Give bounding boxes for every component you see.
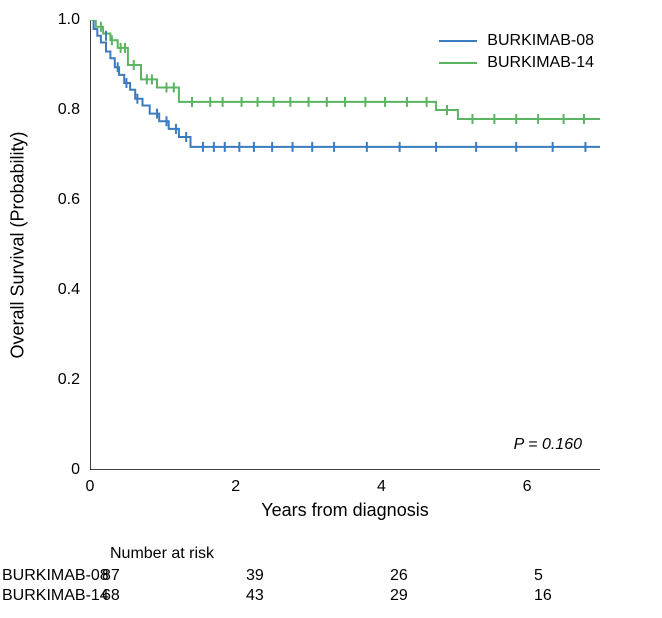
risk-value: 43 — [246, 587, 264, 605]
km-plot-container: Overall Survival (Probability) Years fro… — [0, 0, 662, 618]
y-axis-label: Overall Survival (Probability) — [8, 131, 29, 358]
risk-value: 39 — [246, 567, 264, 585]
ytick-label: 0.8 — [58, 101, 80, 119]
plot-area — [90, 20, 600, 470]
ytick-label: 0.4 — [58, 281, 80, 299]
legend-item: BURKIMAB-08 — [439, 32, 594, 50]
legend: BURKIMAB-08 BURKIMAB-14 — [439, 32, 594, 76]
xtick-label: 0 — [86, 478, 95, 496]
legend-label: BURKIMAB-14 — [487, 54, 594, 72]
risk-value: 26 — [390, 567, 408, 585]
legend-swatch — [439, 62, 477, 64]
risk-row-label: BURKIMAB-08 — [2, 567, 109, 585]
risk-value: 29 — [390, 587, 408, 605]
risk-value: 16 — [534, 587, 552, 605]
legend-label: BURKIMAB-08 — [487, 32, 594, 50]
risk-value: 87 — [102, 567, 120, 585]
xtick-label: 4 — [377, 478, 386, 496]
risk-value: 5 — [534, 567, 543, 585]
p-value-text: P = 0.160 — [514, 436, 582, 454]
ytick-label: 0.6 — [58, 191, 80, 209]
km-svg — [90, 20, 600, 470]
ytick-label: 1.0 — [58, 11, 80, 29]
xtick-label: 6 — [523, 478, 532, 496]
legend-swatch — [439, 40, 477, 42]
risk-table-title: Number at risk — [110, 545, 214, 563]
risk-row-label: BURKIMAB-14 — [2, 587, 109, 605]
ytick-label: 0 — [71, 461, 80, 479]
ytick-label: 0.2 — [58, 371, 80, 389]
legend-item: BURKIMAB-14 — [439, 54, 594, 72]
x-axis-label: Years from diagnosis — [261, 500, 428, 521]
risk-value: 68 — [102, 587, 120, 605]
xtick-label: 2 — [231, 478, 240, 496]
